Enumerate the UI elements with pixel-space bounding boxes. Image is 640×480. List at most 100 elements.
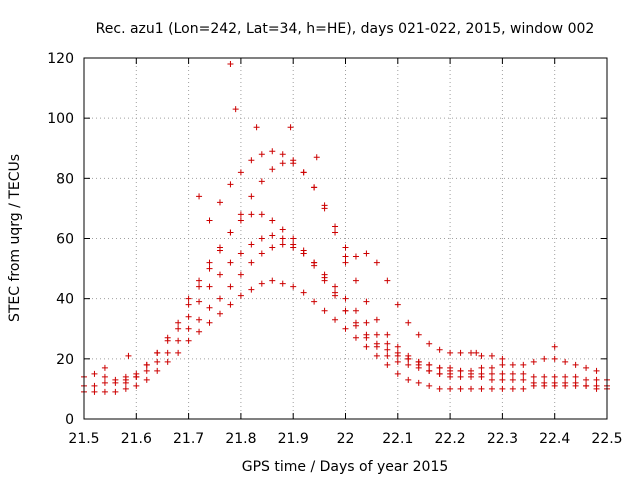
data-point (541, 382, 548, 389)
data-point (332, 283, 339, 290)
data-point (133, 370, 140, 377)
data-point (125, 352, 132, 359)
y-tick-label: 60 (56, 232, 74, 248)
data-point (499, 385, 506, 392)
data-point (287, 124, 294, 131)
data-point (227, 181, 234, 188)
data-point (185, 337, 192, 344)
data-point (394, 352, 401, 359)
data-point (143, 376, 150, 383)
data-point (232, 106, 239, 113)
data-point (373, 259, 380, 266)
data-points (81, 61, 610, 395)
data-point (269, 166, 276, 173)
data-point (248, 211, 255, 218)
data-point (572, 382, 579, 389)
data-point (541, 355, 548, 362)
data-point (593, 367, 600, 374)
data-point (175, 349, 182, 356)
y-tick-label: 20 (56, 352, 74, 368)
data-point (101, 373, 108, 380)
data-point (509, 376, 516, 383)
data-point (363, 343, 370, 350)
data-point (363, 298, 370, 305)
data-point (342, 253, 349, 260)
data-point (488, 364, 495, 371)
data-point (206, 304, 213, 311)
data-point (405, 319, 412, 326)
data-point (352, 253, 359, 260)
data-point (342, 307, 349, 314)
data-point (154, 358, 161, 365)
data-point (258, 211, 265, 218)
data-point (248, 286, 255, 293)
data-point (468, 385, 475, 392)
data-point (196, 298, 203, 305)
data-point (227, 301, 234, 308)
data-point (227, 283, 234, 290)
data-point (373, 340, 380, 347)
data-point (373, 331, 380, 338)
data-point (248, 259, 255, 266)
data-point (373, 316, 380, 323)
data-point (436, 346, 443, 353)
x-axis-label: GPS time / Days of year 2015 (242, 459, 449, 475)
data-point (426, 340, 433, 347)
data-point (253, 124, 260, 131)
data-point (405, 355, 412, 362)
data-point (206, 259, 213, 266)
data-point (373, 352, 380, 359)
series-track-5 (81, 232, 610, 389)
data-point (311, 184, 318, 191)
data-point (143, 367, 150, 374)
data-point (363, 331, 370, 338)
series-track-4 (185, 211, 454, 380)
data-point (143, 361, 150, 368)
data-point (562, 373, 569, 380)
data-point (352, 277, 359, 284)
data-point (237, 217, 244, 224)
data-point (520, 361, 527, 368)
data-point (530, 382, 537, 389)
axis-ticks: 21.5 21.6 21.7 21.8 21.9 22 22.1 22.2 22.3 22.4 22… (47, 51, 622, 447)
data-point (447, 349, 454, 356)
data-point (363, 319, 370, 326)
data-point (196, 328, 203, 335)
data-point (583, 382, 590, 389)
data-point (342, 259, 349, 266)
data-point (384, 361, 391, 368)
x-tick-label: 22.3 (487, 431, 518, 447)
y-tick-label: 100 (47, 111, 74, 127)
data-point (279, 235, 286, 242)
data-point (91, 382, 98, 389)
data-point (499, 370, 506, 377)
data-point (216, 310, 223, 317)
data-point (405, 376, 412, 383)
data-point (384, 331, 391, 338)
data-point (206, 283, 213, 290)
data-point (196, 193, 203, 200)
data-point (300, 250, 307, 257)
data-point (426, 382, 433, 389)
data-point (394, 370, 401, 377)
series-track-6 (342, 250, 506, 362)
data-point (478, 385, 485, 392)
data-point (248, 241, 255, 248)
series-track-2 (81, 277, 610, 395)
data-point (394, 358, 401, 365)
data-point (572, 373, 579, 380)
data-point (426, 361, 433, 368)
x-tick-label: 22.4 (539, 431, 570, 447)
data-point (196, 283, 203, 290)
data-point (499, 361, 506, 368)
data-point (384, 277, 391, 284)
data-point (175, 319, 182, 326)
data-point (227, 229, 234, 236)
data-point (530, 373, 537, 380)
data-point (562, 358, 569, 365)
data-point (447, 373, 454, 380)
data-point (227, 61, 234, 68)
data-point (405, 361, 412, 368)
data-point (206, 265, 213, 272)
data-point (415, 358, 422, 365)
